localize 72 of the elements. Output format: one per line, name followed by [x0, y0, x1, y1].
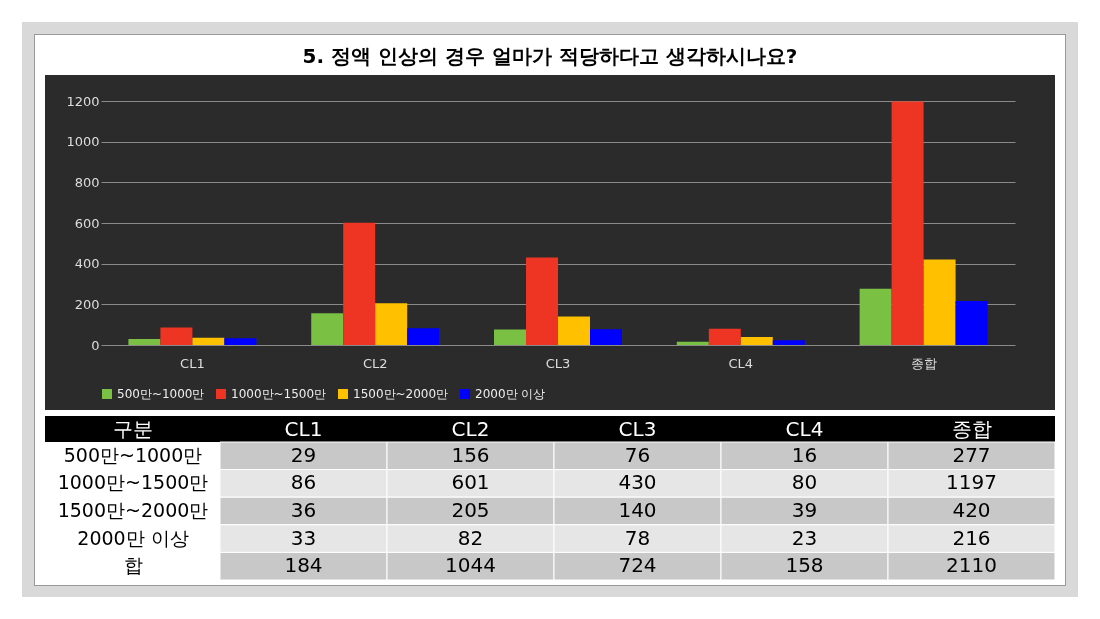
bar — [589, 329, 622, 345]
x-tick-label: CL4 — [728, 355, 754, 371]
data-label: 140 — [618, 498, 657, 522]
x-tick-label: 종합 — [951, 416, 992, 441]
data-label: 205 — [451, 498, 490, 522]
y-tick-label: 합 — [123, 554, 143, 577]
legend-label: 2000만 이상 — [475, 387, 546, 401]
y-tick-label: 500만~1000만 — [63, 443, 203, 466]
data-label: 33 — [290, 525, 317, 550]
bar — [558, 316, 590, 345]
data-label: 420 — [952, 498, 991, 522]
bar — [923, 259, 956, 345]
x-tick-label: CL3 — [618, 416, 657, 441]
data-label: 78 — [624, 525, 651, 550]
bar — [192, 337, 225, 345]
data-label: 86 — [290, 470, 317, 495]
data-label: 16 — [791, 442, 818, 467]
data-label: 184 — [284, 553, 323, 578]
data-label: 156 — [451, 442, 490, 467]
bar — [407, 328, 440, 345]
y-tick-label: 1000 — [66, 134, 100, 150]
x-tick-label: CL4 — [785, 416, 824, 441]
legend-label: 1000만~1500만 — [231, 387, 327, 401]
y-tick-label: 1000만~1500만 — [57, 471, 209, 494]
data-label: 39 — [791, 498, 818, 522]
data-label: 2110 — [946, 553, 997, 578]
bar — [708, 328, 741, 345]
bar — [224, 338, 257, 345]
data-label: 36 — [290, 498, 317, 522]
x-tick-label: CL1 — [284, 416, 323, 441]
chart-title: 5. 정액 인상의 경우 얼마가 적당하다고 생각하시나요? — [301, 43, 799, 70]
data-label: 82 — [457, 525, 484, 550]
bar — [375, 303, 408, 345]
x-tick-label: CL3 — [545, 355, 571, 371]
bar — [891, 101, 924, 345]
data-label: 29 — [290, 442, 317, 467]
y-tick-label: 200 — [74, 296, 100, 312]
bar — [859, 288, 892, 345]
data-label: 216 — [952, 525, 991, 550]
y-tick-label: 0 — [91, 337, 100, 353]
y-tick-label: 1500만~2000만 — [57, 499, 209, 521]
bar — [526, 257, 558, 345]
bar — [676, 341, 709, 345]
x-tick-label: CL2 — [451, 416, 490, 441]
data-label: 1197 — [946, 470, 997, 495]
y-tick-label: 600 — [74, 215, 100, 231]
data-label: 601 — [451, 470, 490, 495]
data-label: 80 — [791, 470, 818, 495]
y-axis-title: 구분 — [113, 416, 153, 441]
bar — [160, 327, 193, 345]
x-tick-label: CL1 — [180, 355, 205, 371]
legend-label: 1500만~2000만 — [353, 387, 449, 401]
data-label: 277 — [952, 442, 991, 467]
x-tick-label: CL2 — [362, 355, 388, 371]
data-label: 76 — [624, 442, 651, 467]
data-label: 430 — [618, 470, 657, 495]
bar — [494, 329, 527, 345]
bar — [740, 337, 773, 345]
bar — [955, 301, 988, 345]
data-label: 158 — [785, 553, 824, 578]
y-tick-label: 2000만 이상 — [77, 526, 189, 549]
y-tick-label: 1200 — [66, 93, 100, 109]
x-tick-label: 종합 — [910, 355, 937, 371]
data-label: 724 — [618, 553, 657, 578]
bar — [128, 339, 161, 345]
bar — [772, 340, 805, 345]
bar — [311, 313, 344, 345]
y-tick-label: 800 — [74, 174, 100, 190]
data-label: 1044 — [445, 553, 496, 578]
bar — [343, 222, 376, 345]
data-label: 23 — [791, 525, 818, 550]
y-tick-label: 400 — [74, 256, 100, 272]
